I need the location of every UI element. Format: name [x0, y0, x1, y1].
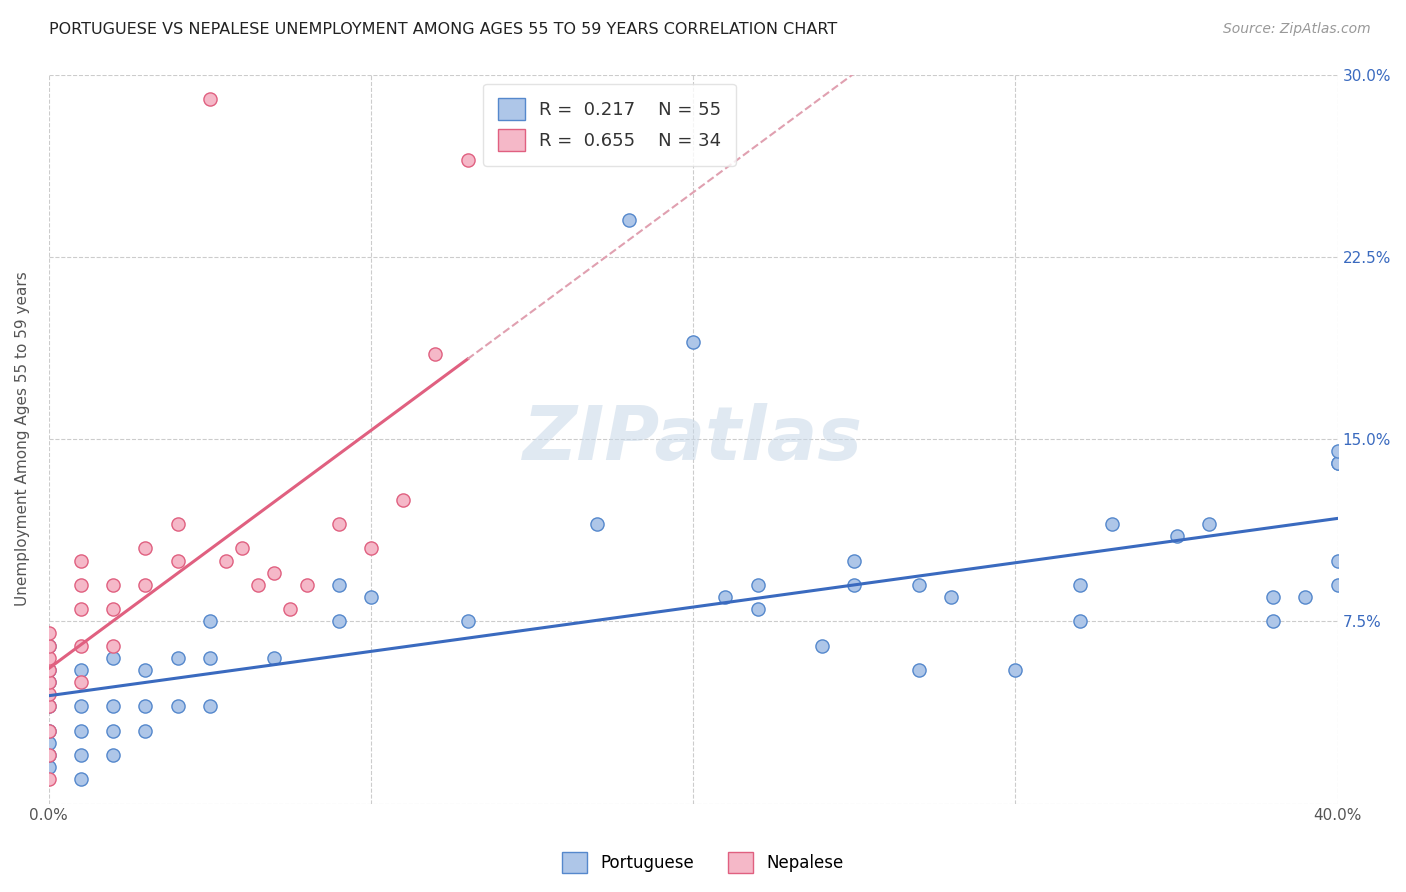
- Point: [198, 92, 221, 106]
- Point: [328, 578, 350, 592]
- Point: [198, 699, 221, 714]
- Point: [1326, 456, 1348, 470]
- Point: [747, 578, 769, 592]
- Point: [166, 517, 188, 532]
- Point: [134, 723, 156, 738]
- Point: [38, 675, 60, 690]
- Point: [38, 760, 60, 774]
- Point: [844, 553, 866, 567]
- Point: [939, 590, 962, 604]
- Point: [457, 615, 479, 629]
- Point: [38, 723, 60, 738]
- Point: [198, 650, 221, 665]
- Point: [38, 639, 60, 653]
- Text: ZIPatlas: ZIPatlas: [523, 402, 863, 475]
- Point: [844, 578, 866, 592]
- Point: [103, 578, 125, 592]
- Point: [134, 699, 156, 714]
- Point: [1069, 615, 1091, 629]
- Point: [263, 566, 285, 580]
- Point: [38, 747, 60, 762]
- Point: [134, 541, 156, 556]
- Point: [70, 723, 93, 738]
- Point: [38, 687, 60, 701]
- Point: [1166, 529, 1188, 543]
- Point: [457, 153, 479, 167]
- Point: [263, 650, 285, 665]
- Point: [70, 663, 93, 677]
- Point: [70, 578, 93, 592]
- Point: [714, 590, 737, 604]
- Point: [38, 650, 60, 665]
- Point: [70, 553, 93, 567]
- Point: [70, 699, 93, 714]
- Point: [1263, 590, 1285, 604]
- Point: [1101, 517, 1123, 532]
- Point: [907, 578, 929, 592]
- Point: [1263, 615, 1285, 629]
- Legend: Portuguese, Nepalese: Portuguese, Nepalese: [555, 846, 851, 880]
- Point: [38, 663, 60, 677]
- Point: [392, 492, 415, 507]
- Point: [38, 639, 60, 653]
- Point: [1069, 578, 1091, 592]
- Point: [70, 675, 93, 690]
- Point: [1326, 456, 1348, 470]
- Point: [1004, 663, 1026, 677]
- Point: [103, 699, 125, 714]
- Point: [811, 639, 834, 653]
- Point: [198, 615, 221, 629]
- Point: [38, 675, 60, 690]
- Point: [103, 650, 125, 665]
- Point: [585, 517, 607, 532]
- Point: [38, 736, 60, 750]
- Point: [247, 578, 270, 592]
- Point: [907, 663, 929, 677]
- Point: [38, 663, 60, 677]
- Point: [103, 723, 125, 738]
- Y-axis label: Unemployment Among Ages 55 to 59 years: Unemployment Among Ages 55 to 59 years: [15, 272, 30, 607]
- Point: [38, 626, 60, 640]
- Point: [38, 699, 60, 714]
- Point: [166, 699, 188, 714]
- Point: [166, 650, 188, 665]
- Point: [747, 602, 769, 616]
- Point: [103, 602, 125, 616]
- Point: [215, 553, 238, 567]
- Point: [1198, 517, 1220, 532]
- Point: [166, 553, 188, 567]
- Point: [38, 699, 60, 714]
- Point: [1326, 444, 1348, 458]
- Point: [38, 723, 60, 738]
- Point: [1326, 553, 1348, 567]
- Point: [1326, 578, 1348, 592]
- Point: [328, 615, 350, 629]
- Point: [103, 639, 125, 653]
- Point: [134, 663, 156, 677]
- Text: Source: ZipAtlas.com: Source: ZipAtlas.com: [1223, 22, 1371, 37]
- Point: [70, 602, 93, 616]
- Point: [360, 541, 382, 556]
- Point: [70, 639, 93, 653]
- Point: [360, 590, 382, 604]
- Point: [231, 541, 253, 556]
- Legend: R =  0.217    N = 55, R =  0.655    N = 34: R = 0.217 N = 55, R = 0.655 N = 34: [484, 84, 735, 166]
- Point: [425, 347, 447, 361]
- Point: [617, 213, 640, 227]
- Point: [328, 517, 350, 532]
- Point: [1294, 590, 1316, 604]
- Point: [38, 772, 60, 787]
- Point: [38, 747, 60, 762]
- Point: [70, 747, 93, 762]
- Text: PORTUGUESE VS NEPALESE UNEMPLOYMENT AMONG AGES 55 TO 59 YEARS CORRELATION CHART: PORTUGUESE VS NEPALESE UNEMPLOYMENT AMON…: [49, 22, 838, 37]
- Point: [70, 772, 93, 787]
- Point: [280, 602, 302, 616]
- Point: [103, 747, 125, 762]
- Point: [134, 578, 156, 592]
- Point: [682, 334, 704, 349]
- Point: [295, 578, 318, 592]
